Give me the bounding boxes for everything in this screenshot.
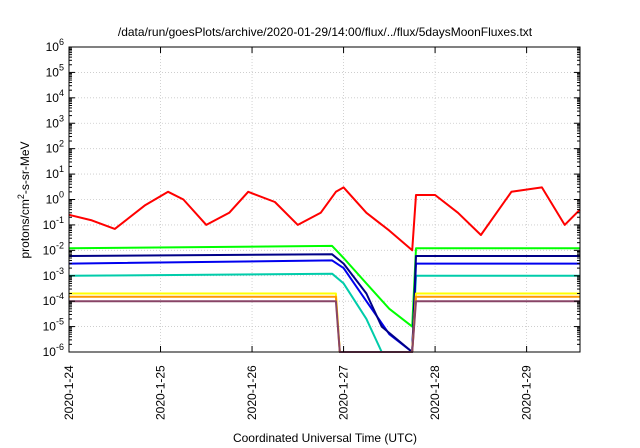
series-line-7 <box>69 295 580 353</box>
y-tick-exponent: -6 <box>56 342 64 352</box>
x-axis: 2020-1-24 2020-1-25 2020-1-26 2020-1-27 2020… <box>62 47 534 420</box>
x-axis-label: Coordinated Universal Time (UTC) <box>233 431 417 445</box>
y-tick-exponent: -2 <box>56 240 64 250</box>
y-tick-exponent: 3 <box>59 113 64 123</box>
y-tick-exponent: 1 <box>59 164 64 174</box>
y-tick-label: 100 <box>46 190 64 207</box>
y-tick-exponent: -1 <box>56 215 64 225</box>
y-tick-base: 10 <box>43 243 57 257</box>
y-tick-exponent: 0 <box>59 190 64 200</box>
y-tick-base: 10 <box>46 193 60 207</box>
y-tick-exponent: -4 <box>56 291 64 301</box>
series-group <box>68 186 581 353</box>
y-tick-base: 10 <box>46 91 60 105</box>
x-tick-label: 2020-1-26 <box>245 365 259 420</box>
y-label-part: -s-sr-MeV <box>18 141 32 194</box>
y-tick-base: 10 <box>46 65 60 79</box>
series-line-5 <box>68 253 580 353</box>
y-tick-base: 10 <box>46 167 60 181</box>
y-label-part: protons/cm <box>18 199 32 258</box>
y-tick-label: 105 <box>46 62 64 79</box>
y-tick-label: 10-2 <box>43 240 64 257</box>
y-tick-label: 10-1 <box>43 215 64 232</box>
y-tick-base: 10 <box>46 116 60 130</box>
y-tick-base: 10 <box>43 269 57 283</box>
y-axis-label: protons/cm2-s-sr-MeV <box>16 141 32 258</box>
y-tick-label: 104 <box>46 88 64 105</box>
y-tick-label: 10-6 <box>43 342 64 359</box>
y-tick-label: 103 <box>46 113 64 130</box>
y-tick-base: 10 <box>43 320 57 334</box>
y-tick-base: 10 <box>43 294 57 308</box>
series-line-6 <box>69 292 580 353</box>
grid <box>68 46 580 353</box>
y-tick-exponent: 6 <box>59 37 64 47</box>
y-tick-exponent: -3 <box>56 266 64 276</box>
x-tick-label: 2020-1-28 <box>428 365 442 420</box>
y-tick-label: 101 <box>46 164 64 181</box>
x-tick-label: 2020-1-27 <box>337 365 351 420</box>
y-tick-base: 10 <box>46 40 60 54</box>
y-tick-label: 10-3 <box>43 266 64 283</box>
y-tick-label: 10-5 <box>43 317 64 334</box>
x-tick-label: 2020-1-25 <box>154 365 168 420</box>
y-tick-label: 102 <box>46 139 64 156</box>
y-tick-label: 10-4 <box>43 291 64 308</box>
series-line-2 <box>68 244 580 328</box>
y-tick-exponent: -5 <box>56 317 64 327</box>
chart-title: /data/run/goesPlots/archive/2020-01-29/1… <box>118 25 533 39</box>
series-line-3 <box>68 272 580 353</box>
y-tick-exponent: 2 <box>59 139 64 149</box>
y-tick-exponent: 5 <box>59 62 64 72</box>
y-tick-base: 10 <box>43 218 57 232</box>
series-line-1 <box>68 186 581 252</box>
y-tick-label: 106 <box>46 37 64 54</box>
y-tick-base: 10 <box>43 345 57 359</box>
x-tick-label: 2020-1-24 <box>62 365 76 420</box>
x-tick-label: 2020-1-29 <box>520 365 534 420</box>
y-label-superscript: 2 <box>16 194 26 199</box>
y-tick-base: 10 <box>46 142 60 156</box>
y-tick-exponent: 4 <box>59 88 64 98</box>
y-axis: 10610510410310210110010-110-210-310-410-… <box>43 37 580 359</box>
